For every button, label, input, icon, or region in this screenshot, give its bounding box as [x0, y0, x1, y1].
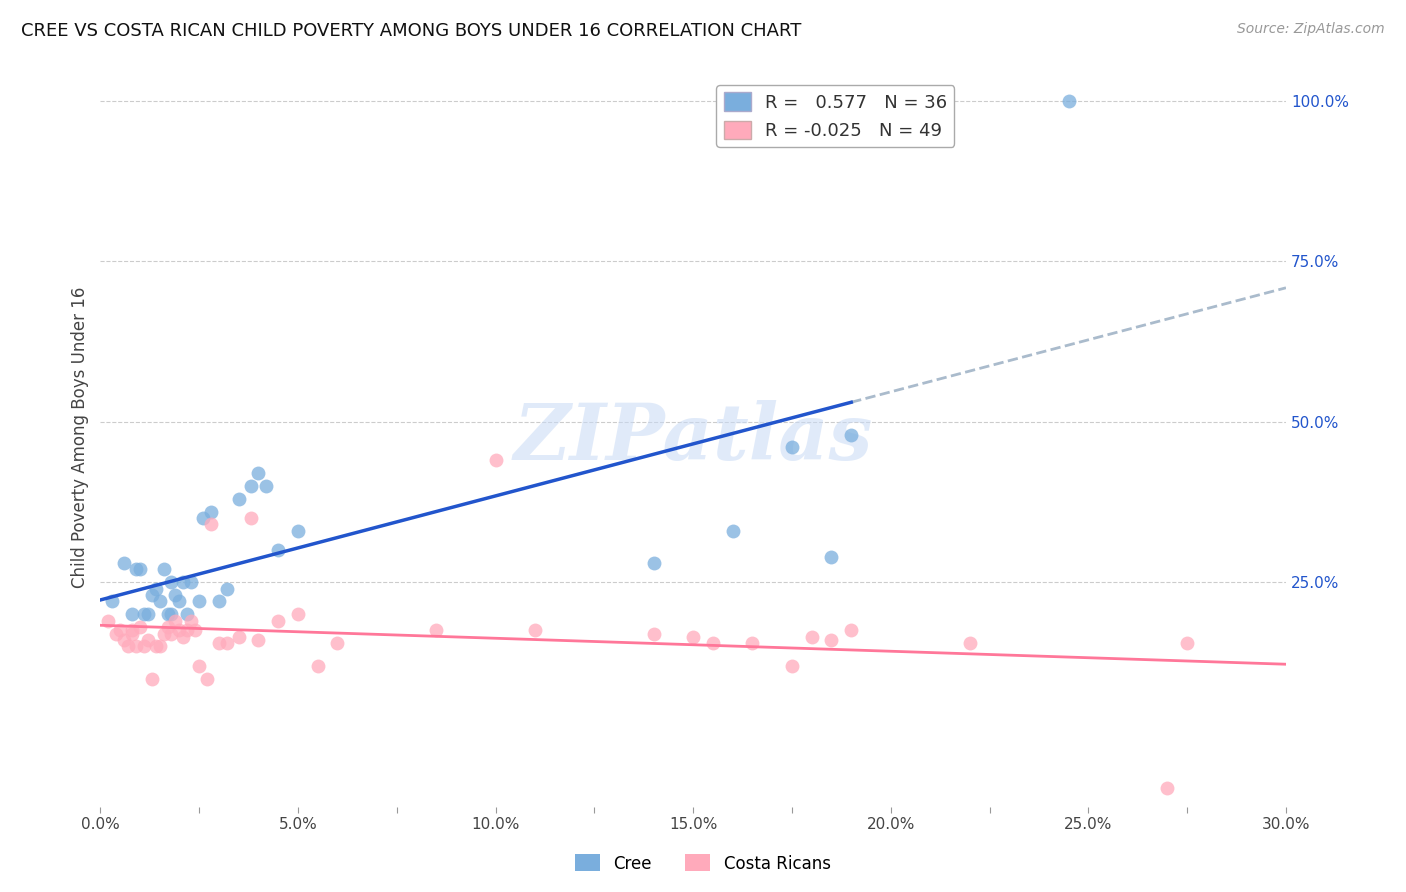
Y-axis label: Child Poverty Among Boys Under 16: Child Poverty Among Boys Under 16 [72, 287, 89, 589]
Point [136, 633, 159, 648]
Point [208, 594, 231, 608]
Point [780, 658, 803, 673]
Point [136, 607, 159, 622]
Point [247, 466, 270, 480]
Point [160, 626, 183, 640]
Point [820, 633, 842, 648]
Point [239, 511, 262, 525]
Text: ZIPatlas: ZIPatlas [513, 400, 873, 476]
Point [215, 636, 238, 650]
Point [105, 626, 128, 640]
Point [524, 624, 547, 638]
Point [169, 594, 191, 608]
Point [1175, 636, 1198, 650]
Point [112, 556, 135, 570]
Legend: R =   0.577   N = 36, R = -0.025   N = 49: R = 0.577 N = 36, R = -0.025 N = 49 [717, 85, 955, 147]
Point [326, 636, 349, 650]
Point [145, 640, 167, 654]
Point [145, 582, 167, 596]
Point [97, 614, 120, 628]
Point [425, 624, 447, 638]
Point [180, 575, 202, 590]
Point [128, 620, 150, 634]
Point [254, 479, 277, 493]
Point [287, 607, 309, 622]
Point [721, 524, 744, 538]
Point [125, 562, 148, 576]
Point [484, 453, 506, 467]
Point [101, 594, 124, 608]
Point [267, 543, 290, 558]
Point [172, 575, 194, 590]
Point [160, 575, 183, 590]
Point [307, 658, 329, 673]
Point [800, 630, 823, 644]
Point [188, 658, 211, 673]
Point [176, 607, 198, 622]
Point [156, 620, 179, 634]
Point [643, 626, 665, 640]
Point [208, 636, 231, 650]
Point [108, 624, 131, 638]
Point [149, 640, 172, 654]
Point [188, 594, 211, 608]
Point [643, 556, 665, 570]
Point [121, 624, 143, 638]
Point [180, 614, 202, 628]
Point [152, 626, 174, 640]
Point [741, 636, 763, 650]
Point [128, 562, 150, 576]
Point [125, 640, 148, 654]
Point [1156, 780, 1178, 795]
Point [959, 636, 981, 650]
Point [172, 630, 194, 644]
Point [160, 607, 183, 622]
Point [121, 626, 143, 640]
Point [156, 607, 179, 622]
Legend: Cree, Costa Ricans: Cree, Costa Ricans [568, 847, 838, 880]
Point [1057, 94, 1080, 108]
Point [152, 562, 174, 576]
Point [200, 505, 222, 519]
Point [165, 588, 187, 602]
Point [228, 491, 250, 506]
Point [820, 549, 842, 564]
Point [215, 582, 238, 596]
Point [121, 607, 143, 622]
Text: Source: ZipAtlas.com: Source: ZipAtlas.com [1237, 22, 1385, 37]
Point [141, 672, 163, 686]
Text: CREE VS COSTA RICAN CHILD POVERTY AMONG BOYS UNDER 16 CORRELATION CHART: CREE VS COSTA RICAN CHILD POVERTY AMONG … [21, 22, 801, 40]
Point [132, 607, 155, 622]
Point [132, 640, 155, 654]
Point [287, 524, 309, 538]
Point [165, 614, 187, 628]
Point [149, 594, 172, 608]
Point [228, 630, 250, 644]
Point [839, 624, 862, 638]
Point [780, 441, 803, 455]
Point [141, 588, 163, 602]
Point [267, 614, 290, 628]
Point [839, 427, 862, 442]
Point [117, 640, 139, 654]
Point [200, 517, 222, 532]
Point [702, 636, 724, 650]
Point [169, 624, 191, 638]
Point [682, 630, 704, 644]
Point [184, 624, 207, 638]
Point [247, 633, 270, 648]
Point [112, 633, 135, 648]
Point [195, 672, 218, 686]
Point [176, 624, 198, 638]
Point [191, 511, 214, 525]
Point [239, 479, 262, 493]
